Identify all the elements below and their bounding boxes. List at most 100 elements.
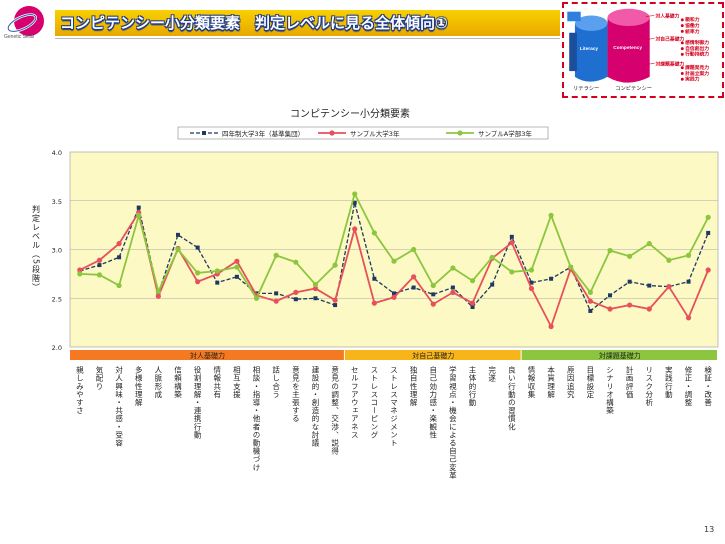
diagram-item-dot bbox=[680, 66, 684, 70]
literacy-caption: リテラシー bbox=[573, 85, 599, 92]
diagram-item-dot bbox=[680, 47, 684, 50]
data-point bbox=[666, 283, 672, 290]
data-point bbox=[627, 279, 632, 284]
x-tick-label: 学習視点・機会による自己変革 bbox=[448, 365, 457, 480]
data-point bbox=[549, 276, 554, 281]
data-point bbox=[214, 268, 220, 274]
data-point bbox=[371, 300, 377, 306]
x-tick-label: 検証・改善 bbox=[703, 365, 712, 407]
x-tick-label: 本質理解 bbox=[546, 365, 555, 399]
data-point bbox=[136, 205, 141, 210]
x-tick-label: 親しみやすさ bbox=[75, 365, 84, 415]
diagram-item-label: 計画立案力 bbox=[685, 70, 709, 77]
x-axis-labels: 親しみやすさ 気配り 対人興味・共感・受容 多様性理解 人脈形成 信頼構築 役割理解・連携行… bbox=[75, 365, 713, 480]
legend-label: サンプル大学3年 bbox=[350, 129, 400, 138]
title-bar bbox=[55, 10, 560, 36]
y-tick-label: 3.5 bbox=[52, 198, 62, 206]
data-point bbox=[392, 291, 396, 296]
diagram-item-dot bbox=[680, 18, 684, 22]
data-point bbox=[666, 257, 672, 263]
x-tick-label: 情報共有 bbox=[213, 365, 222, 399]
x-tick-label: 主体的行動 bbox=[468, 365, 477, 407]
literacy-label: Literacy bbox=[580, 46, 599, 52]
data-point bbox=[568, 264, 574, 270]
x-tick-label: 計画評価 bbox=[625, 365, 634, 399]
x-tick-label: セルフアウェアネス bbox=[350, 366, 359, 439]
x-tick-label: 目標設定 bbox=[586, 366, 595, 399]
competency-caption: コンピテンシー bbox=[615, 85, 652, 92]
diagram-group-labels: 対人基礎力親和力協働力統率力対自己基礎力感情制御力自信創出力行動持続力対課題基礎… bbox=[645, 12, 709, 83]
data-point bbox=[293, 297, 298, 302]
data-point bbox=[607, 306, 613, 312]
diagram-item-label: 実践力 bbox=[685, 76, 700, 83]
legend-label: 四年制大学3年（基準集団） bbox=[222, 129, 304, 138]
data-point bbox=[312, 285, 319, 292]
competency-label: Competency bbox=[613, 45, 642, 51]
data-point bbox=[627, 253, 633, 259]
data-point bbox=[333, 303, 338, 308]
data-point bbox=[77, 271, 83, 277]
data-point bbox=[490, 282, 495, 287]
data-point bbox=[411, 274, 417, 280]
data-point bbox=[273, 298, 279, 304]
data-point bbox=[469, 278, 476, 284]
data-point bbox=[155, 293, 161, 299]
data-point bbox=[96, 257, 103, 263]
category-group-bar bbox=[70, 350, 344, 360]
diagram-item-label: 行動持続力 bbox=[684, 51, 709, 58]
diagram-connector bbox=[645, 63, 655, 65]
page-number: 13 bbox=[704, 525, 715, 534]
data-point bbox=[273, 252, 279, 258]
x-tick-label: 気配り bbox=[95, 365, 104, 391]
competency-diagram: Literacy Competency リテラシー コンピテンシー 対人基礎力親… bbox=[562, 2, 724, 98]
y-axis-ticks: 2.0 2.5 3.0 3.5 4.0 bbox=[52, 149, 62, 352]
x-tick-label: 自己効力感・楽観性 bbox=[429, 365, 438, 439]
x-tick-label: 人脈形成 bbox=[154, 366, 163, 399]
y-axis-label: 判定レベル（5段階） bbox=[32, 204, 41, 292]
data-point bbox=[608, 293, 612, 298]
data-point bbox=[234, 274, 239, 279]
chart-title: コンピテンシー小分類要素 bbox=[290, 107, 410, 120]
data-point bbox=[97, 263, 102, 268]
x-tick-label: 相談・指導・他者の動機づけ bbox=[252, 365, 261, 472]
data-point bbox=[332, 262, 338, 268]
y-tick-label: 4.0 bbox=[52, 149, 62, 157]
x-tick-label: 対人興味・共感・受容 bbox=[114, 365, 123, 448]
company-logo bbox=[6, 6, 44, 36]
data-point bbox=[312, 282, 319, 288]
data-point bbox=[705, 267, 711, 273]
data-point bbox=[588, 308, 593, 313]
data-point bbox=[646, 306, 652, 312]
x-tick-label: 話し合う bbox=[271, 365, 280, 399]
diagram-item-label: 協働力 bbox=[685, 22, 700, 29]
data-point bbox=[529, 280, 534, 285]
diagram-item-dot bbox=[680, 29, 684, 33]
diagram-item-label: 親和力 bbox=[685, 16, 700, 23]
legend-label: サンプルA学部3年 bbox=[478, 129, 532, 138]
y-tick-label: 2.5 bbox=[52, 295, 62, 303]
y-tick-label: 3.0 bbox=[52, 247, 62, 255]
literacy-cylinder bbox=[567, 11, 608, 82]
data-point bbox=[528, 267, 535, 273]
x-tick-label: シナリオ構築 bbox=[605, 366, 614, 415]
data-point bbox=[234, 258, 240, 264]
data-point bbox=[607, 247, 613, 254]
data-point bbox=[274, 291, 279, 296]
data-point bbox=[234, 264, 240, 270]
x-tick-label: 完遂 bbox=[487, 365, 496, 383]
competency-cylinder bbox=[607, 8, 650, 83]
y-axis-title: 判定レベル（5段階） bbox=[32, 204, 41, 292]
legend-marker bbox=[202, 131, 206, 135]
x-tick-label: 原因追究 bbox=[566, 366, 575, 399]
data-point bbox=[627, 302, 633, 308]
diagram-item-dot bbox=[680, 72, 684, 75]
diagram-group-label: 対課題基礎力 bbox=[654, 60, 684, 67]
data-point bbox=[509, 240, 515, 246]
data-point bbox=[195, 279, 201, 285]
data-point bbox=[195, 245, 200, 250]
data-point bbox=[685, 315, 692, 321]
data-point bbox=[352, 191, 358, 197]
data-point bbox=[116, 241, 122, 247]
data-point bbox=[548, 323, 554, 330]
